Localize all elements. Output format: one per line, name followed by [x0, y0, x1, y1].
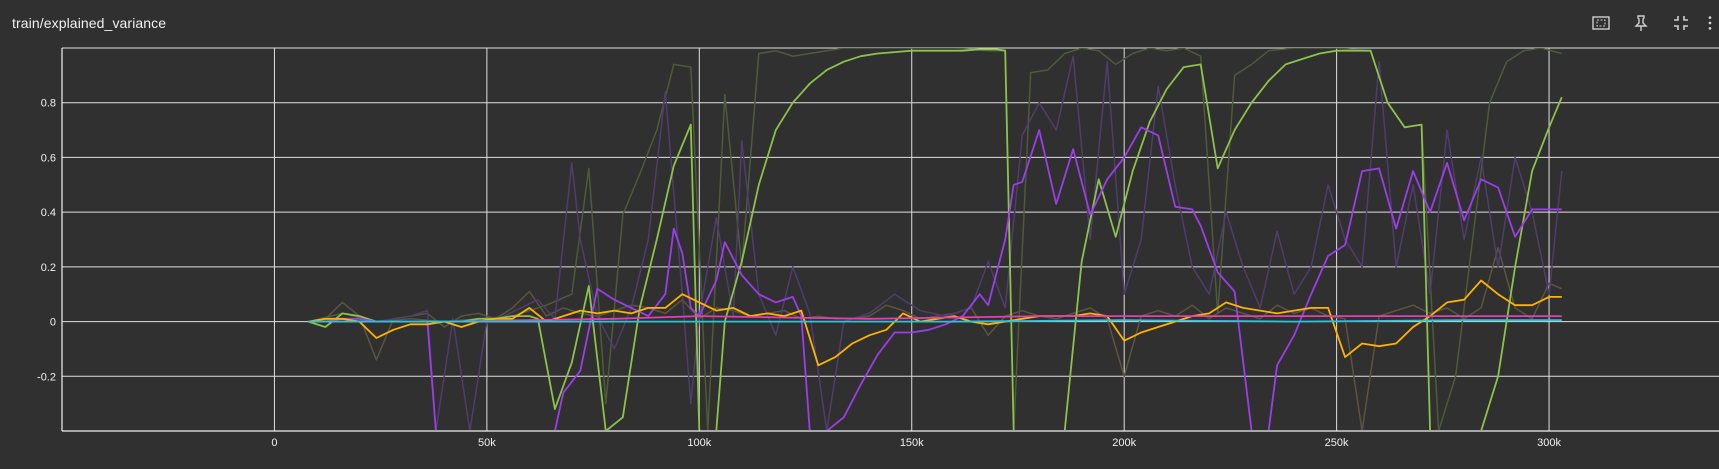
series-line-green: [308, 48, 1563, 430]
x-tick-label: 150k: [900, 437, 924, 449]
pin-button[interactable]: [1621, 8, 1661, 38]
x-tick-label: 100k: [687, 437, 711, 449]
chart-title: train/explained_variance: [12, 15, 167, 31]
pin-icon: [1634, 15, 1648, 31]
more-button[interactable]: [1701, 8, 1719, 38]
fit-domain-icon: [1592, 16, 1610, 30]
series-line-raw-purple: [308, 55, 1563, 430]
series-line-raw-green: [308, 48, 1562, 430]
y-tick-label: 0.2: [41, 262, 56, 274]
series-line-orange: [308, 279, 1562, 367]
axes: [61, 48, 1719, 432]
y-tick-label: 0.6: [41, 152, 56, 164]
x-tick-label: 50k: [478, 437, 496, 449]
fullscreen-exit-button[interactable]: [1661, 8, 1701, 38]
y-tick-label: 0.8: [41, 98, 56, 110]
y-tick-label: 0: [50, 317, 56, 329]
x-tick-label: 300k: [1537, 437, 1561, 449]
grid: [62, 47, 1719, 431]
fullscreen-exit-icon: [1674, 16, 1688, 30]
y-tick-label: 0.4: [41, 207, 56, 219]
x-tick-label: 250k: [1325, 437, 1349, 449]
series-line-raw-olive: [308, 246, 1563, 430]
more-icon: [1708, 16, 1712, 30]
y-tick-label: -0.2: [37, 371, 56, 383]
chart-toolbar: [1581, 8, 1719, 38]
x-tick-label: 200k: [1112, 437, 1136, 449]
series-line-cyan: [308, 319, 1562, 323]
fit-domain-button[interactable]: [1581, 8, 1621, 38]
x-tick-label: 0: [271, 437, 277, 449]
series: [308, 48, 1563, 430]
tick-labels: 0 50k 100k 150k 200k 250k 300k -0.2 0 0.2 0.4 0.6 0.…: [37, 98, 1561, 449]
series-line-purple: [308, 126, 1562, 430]
